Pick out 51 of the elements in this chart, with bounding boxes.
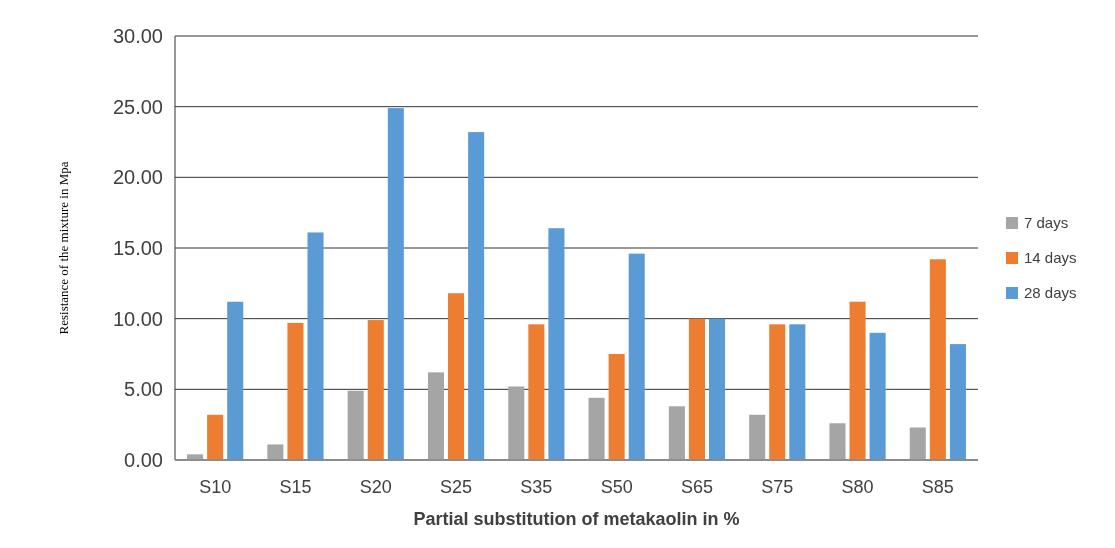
- y-tick-label: 30.00: [112, 25, 163, 47]
- bar: [769, 324, 786, 460]
- bar: [789, 324, 806, 460]
- x-tick-label: S50: [600, 477, 633, 497]
- x-tick-label: S20: [359, 477, 392, 497]
- x-tick-label: S35: [520, 477, 553, 497]
- y-tick-label: 5.00: [124, 378, 163, 401]
- bar: [307, 232, 324, 460]
- bar: [668, 406, 685, 460]
- y-axis-title: Resistance of the mixture in Mpa: [56, 161, 71, 335]
- y-tick-label: 10.00: [112, 307, 163, 330]
- bar: [608, 354, 625, 460]
- bar: [548, 228, 565, 460]
- x-tick-label: S25: [440, 477, 473, 497]
- bar: [227, 301, 244, 460]
- x-tick-label: S15: [279, 477, 312, 497]
- bar: [387, 108, 404, 460]
- legend-label: 14 days: [1024, 249, 1077, 267]
- bar: [287, 322, 304, 460]
- y-tick-label: 15.00: [112, 237, 163, 259]
- y-tick-label: 25.00: [112, 95, 163, 118]
- bar: [869, 332, 886, 460]
- bar: [909, 427, 926, 460]
- x-tick-label: S85: [921, 477, 954, 497]
- bar: [829, 423, 846, 460]
- bar: [267, 444, 284, 460]
- bar: [528, 324, 545, 460]
- y-tick-label: 20.00: [112, 166, 163, 189]
- x-tick-label: S65: [680, 477, 713, 497]
- bar: [468, 132, 485, 460]
- bar: [427, 372, 445, 460]
- y-tick-label: 0.00: [124, 449, 163, 471]
- bar: [949, 344, 966, 460]
- bar: [367, 320, 384, 460]
- x-tick-label: S75: [761, 477, 794, 497]
- bar: [207, 414, 224, 460]
- x-axis-title: Partial substitution of metakaolin in %: [413, 509, 740, 529]
- bar: [347, 390, 364, 460]
- x-tick-label: S10: [199, 477, 232, 497]
- bar: [448, 293, 465, 460]
- x-tick-label: S80: [841, 477, 874, 497]
- bar: [749, 414, 766, 460]
- bar: [628, 253, 645, 460]
- bar: [508, 386, 525, 460]
- bar: [709, 318, 726, 460]
- bar: [849, 301, 866, 460]
- legend-label: 28 days: [1024, 284, 1077, 302]
- bar: [929, 259, 946, 460]
- legend-label: 7 days: [1024, 214, 1069, 232]
- bar: [688, 318, 705, 460]
- bar: [588, 397, 605, 460]
